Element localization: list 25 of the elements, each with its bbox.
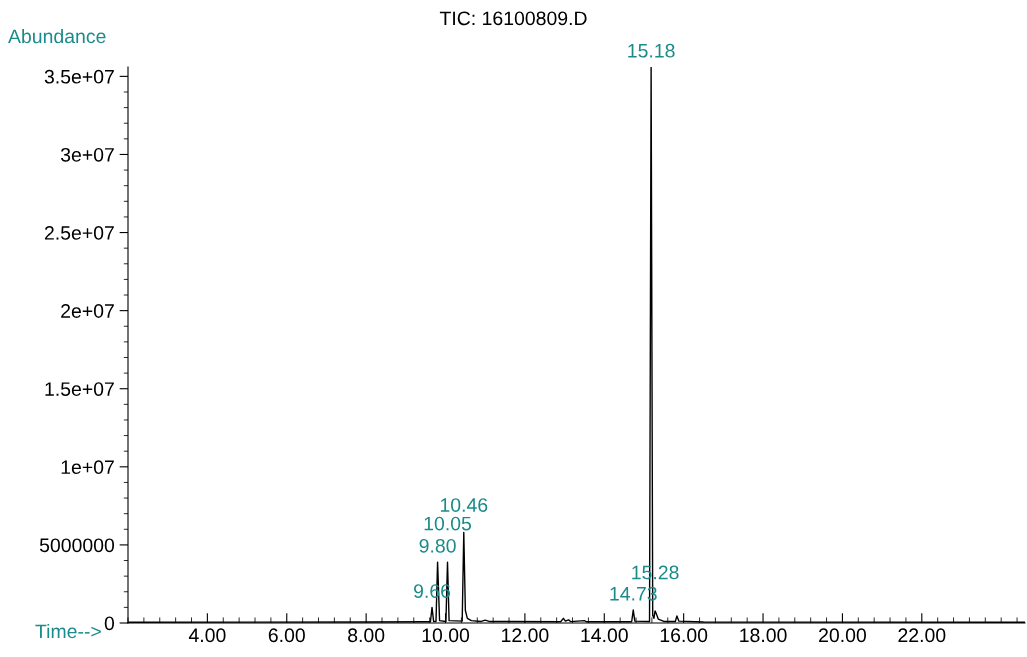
x-tick-label: 16.00 xyxy=(660,628,708,643)
annotation: 9.80 xyxy=(419,538,456,553)
annotation: 15.18 xyxy=(628,43,675,58)
y-tick-label: 1.5e+07 xyxy=(45,382,114,396)
chart-title: TIC: 16100809.D xyxy=(439,11,587,26)
x-tick-label: 6.00 xyxy=(268,628,305,643)
y-tick-label: 3.5e+07 xyxy=(44,69,114,84)
x-tick-label: 20.00 xyxy=(819,628,866,643)
x-axis-title: Time--> xyxy=(35,623,101,639)
x-tick-label: 18.00 xyxy=(740,628,787,643)
x-tick-label: 12.00 xyxy=(502,628,549,643)
x-tick-label: 14.00 xyxy=(581,628,628,643)
annotation: 10.46 xyxy=(440,498,488,512)
x-tick-label: 10.00 xyxy=(422,628,470,643)
y-tick-label: 2.5e+07 xyxy=(44,226,114,240)
y-tick-label: 5000000 xyxy=(39,538,115,553)
y-tick-label: 1e+07 xyxy=(61,460,114,475)
y-tick-label: 0 xyxy=(104,616,115,631)
x-tick-label: 4.00 xyxy=(188,628,226,643)
x-tick-label: 22.00 xyxy=(898,628,946,643)
y-axis-title: Abundance xyxy=(8,28,106,44)
y-tick-label: 2e+07 xyxy=(61,304,114,318)
x-tick-label: 8.00 xyxy=(348,628,385,643)
annotation: 10.05 xyxy=(424,516,472,531)
y-tick-label: 3e+07 xyxy=(60,147,114,162)
